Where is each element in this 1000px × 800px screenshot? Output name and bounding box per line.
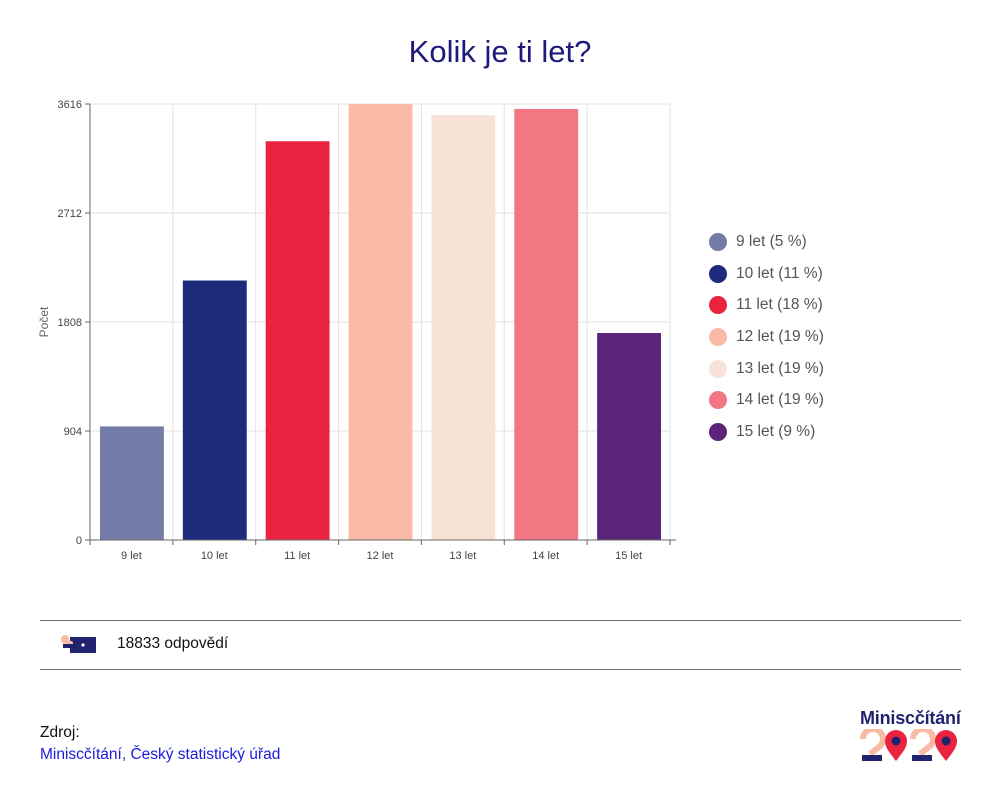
source-label: Zdroj: — [40, 724, 80, 741]
legend-item[interactable]: 9 let (5 %) — [709, 226, 824, 258]
legend-item[interactable]: 12 let (19 %) — [709, 321, 824, 353]
legend-marker-icon — [709, 359, 727, 378]
y-tick-labels: 0 904 1808 2712 3616 — [58, 99, 82, 547]
legend-label: 15 let (9 %) — [736, 422, 816, 440]
legend-marker-icon — [709, 391, 727, 410]
x-tick-label: 9 let — [121, 550, 142, 562]
bar-9-let[interactable] — [100, 426, 164, 540]
legend: 9 let (5 %) 10 let (11 %) 11 let (18 %) 12 … — [709, 226, 824, 448]
x-tick-label: 12 let — [367, 550, 394, 562]
bar-13-let[interactable] — [431, 115, 496, 540]
legend-item[interactable]: 10 let (11 %) — [709, 258, 824, 290]
bars — [100, 104, 661, 541]
y-tick-label: 3616 — [58, 99, 82, 111]
bar-12-let[interactable] — [348, 104, 413, 540]
bar-15-let[interactable] — [597, 332, 661, 540]
legend-item[interactable]: 14 let (19 %) — [709, 384, 824, 416]
y-axis-label: Počet — [37, 306, 51, 337]
legend-marker-icon — [709, 296, 727, 315]
bar-chart: 0 904 1808 2712 3616 9 let 10 let 11 let 12 let… — [37, 99, 676, 562]
axes — [85, 103, 676, 545]
legend-label: 13 let (19 %) — [736, 359, 824, 377]
legend-label: 10 let (11 %) — [736, 264, 823, 282]
hand-holding-card-icon — [61, 635, 96, 653]
bar-14-let[interactable] — [514, 108, 579, 541]
x-tick-label: 15 let — [615, 550, 642, 562]
legend-item[interactable]: 13 let (19 %) — [709, 353, 824, 385]
bar-11-let[interactable] — [265, 141, 330, 540]
legend-label: 14 let (19 %) — [736, 391, 824, 409]
legend-marker-icon — [709, 327, 727, 346]
legend-marker-icon — [709, 232, 727, 251]
y-tick-label: 0 — [76, 535, 82, 547]
divider-bottom — [40, 669, 961, 670]
divider-top — [40, 620, 961, 621]
legend-marker-icon — [709, 422, 727, 441]
y-tick-label: 2712 — [58, 208, 82, 220]
chart-title: Kolik je ti let? — [408, 34, 592, 69]
x-tick-label: 11 let — [284, 550, 310, 562]
source-link[interactable]: Miniscčítání, Český statistický úřad — [40, 746, 281, 763]
y-tick-label: 1808 — [58, 317, 82, 329]
x-tick-label: 13 let — [449, 550, 476, 562]
x-tick-labels: 9 let 10 let 11 let 12 let 13 let 14 let 15 le… — [121, 550, 642, 562]
legend-label: 11 let (18 %) — [736, 296, 823, 314]
logo-text: Miniscčítání — [860, 708, 961, 728]
y-tick-label: 904 — [64, 426, 82, 438]
responses-count: 18833 odpovědí — [117, 635, 229, 652]
legend-marker-icon — [709, 264, 727, 283]
bar-10-let[interactable] — [182, 280, 247, 540]
minisctitani-logo: Miniscčítání — [860, 708, 961, 768]
logo-2020-graphic — [860, 726, 957, 761]
legend-label: 9 let (5 %) — [736, 232, 807, 250]
legend-item[interactable]: 11 let (18 %) — [709, 289, 824, 321]
x-tick-label: 14 let — [532, 550, 559, 562]
responses-row: 18833 odpovědí — [60, 633, 228, 655]
x-tick-label: 10 let — [201, 550, 228, 562]
legend-label: 12 let (19 %) — [736, 327, 824, 345]
legend-item[interactable]: 15 let (9 %) — [709, 416, 824, 448]
